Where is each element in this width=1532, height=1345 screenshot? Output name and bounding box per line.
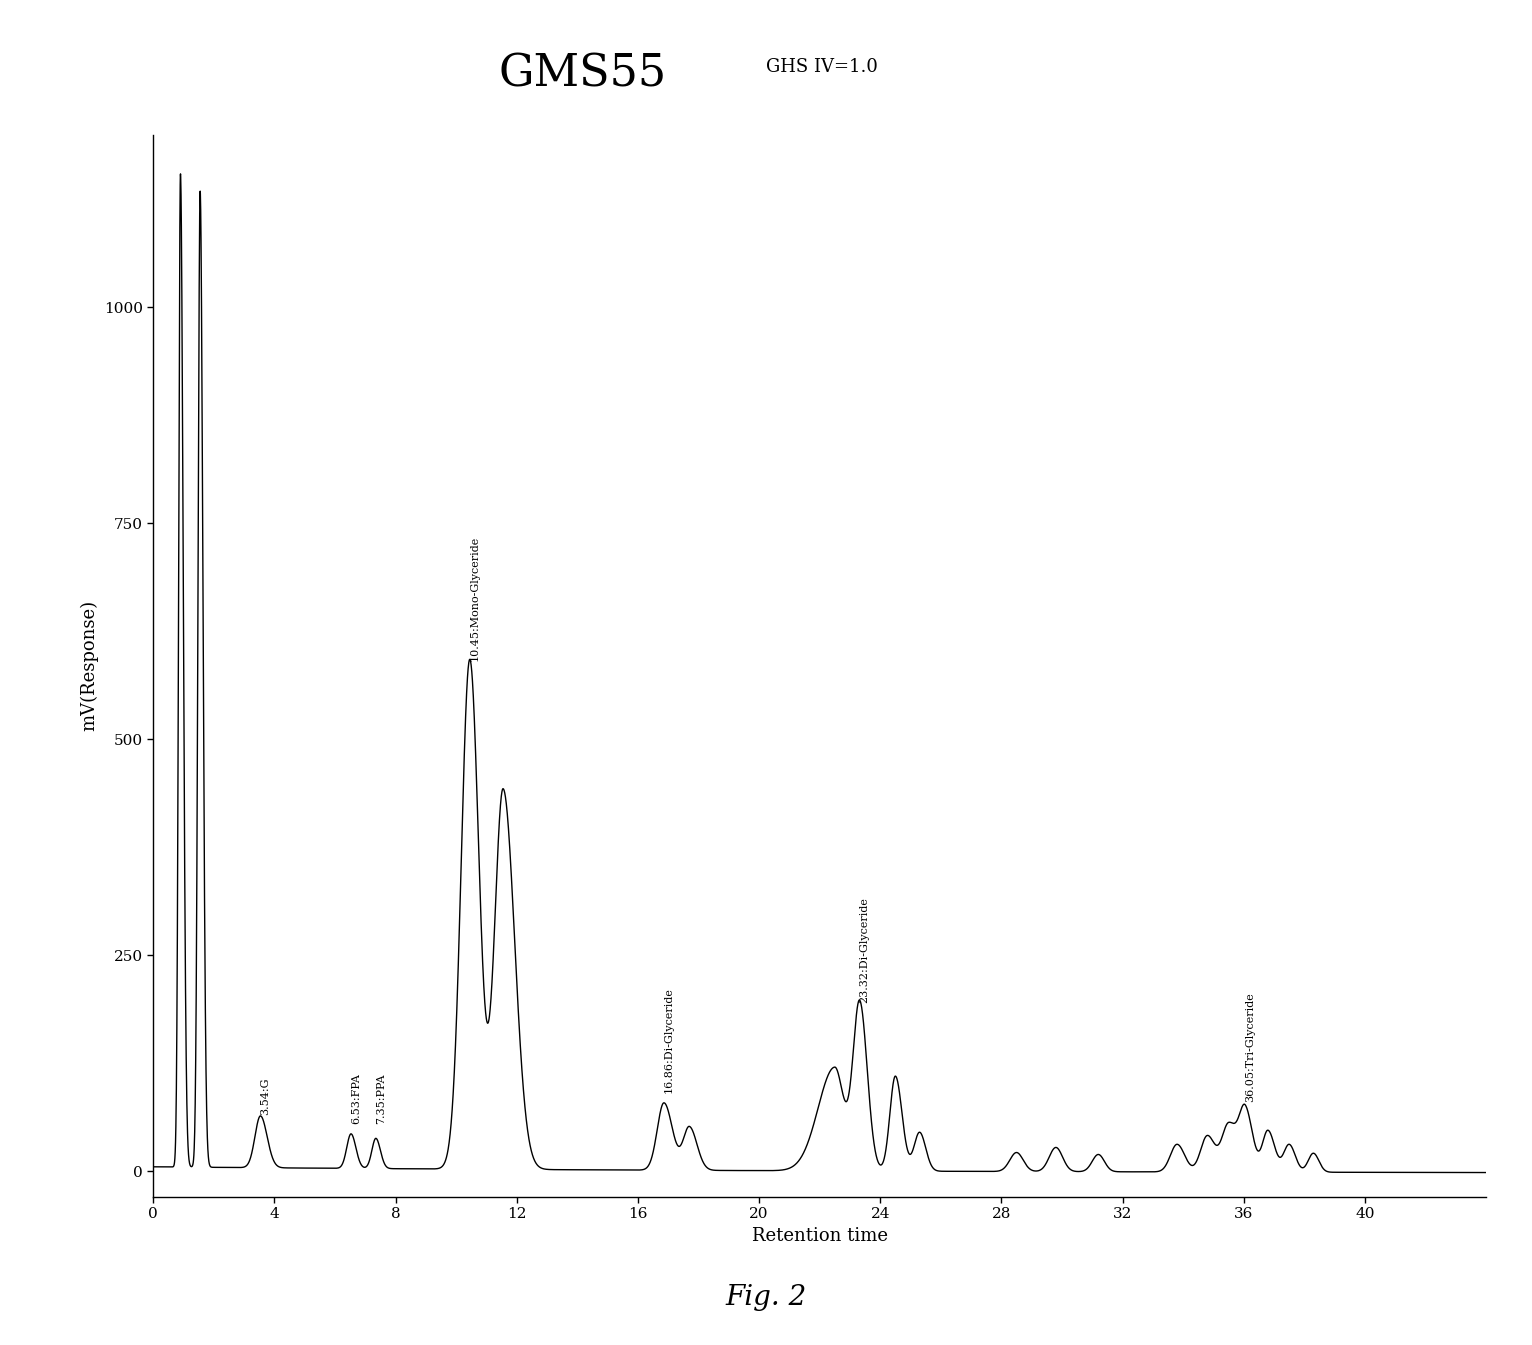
- Text: Fig. 2: Fig. 2: [725, 1284, 807, 1311]
- Text: GMS55: GMS55: [498, 52, 666, 95]
- Text: 36.05:Tri-Glyceride: 36.05:Tri-Glyceride: [1246, 993, 1255, 1102]
- X-axis label: Retention time: Retention time: [752, 1227, 887, 1245]
- Text: 3.54:G: 3.54:G: [260, 1077, 271, 1115]
- Text: 23.32:Di-Glyceride: 23.32:Di-Glyceride: [859, 897, 870, 1002]
- Text: 16.86:Di-Glyceride: 16.86:Di-Glyceride: [663, 987, 674, 1093]
- Text: 6.53:FPA: 6.53:FPA: [351, 1073, 362, 1123]
- Y-axis label: mV(Response): mV(Response): [80, 600, 98, 732]
- Text: GHS IV=1.0: GHS IV=1.0: [766, 58, 878, 77]
- Text: 7.35:PPA: 7.35:PPA: [375, 1073, 386, 1123]
- Text: 10.45:Mono-Glyceride: 10.45:Mono-Glyceride: [470, 537, 480, 662]
